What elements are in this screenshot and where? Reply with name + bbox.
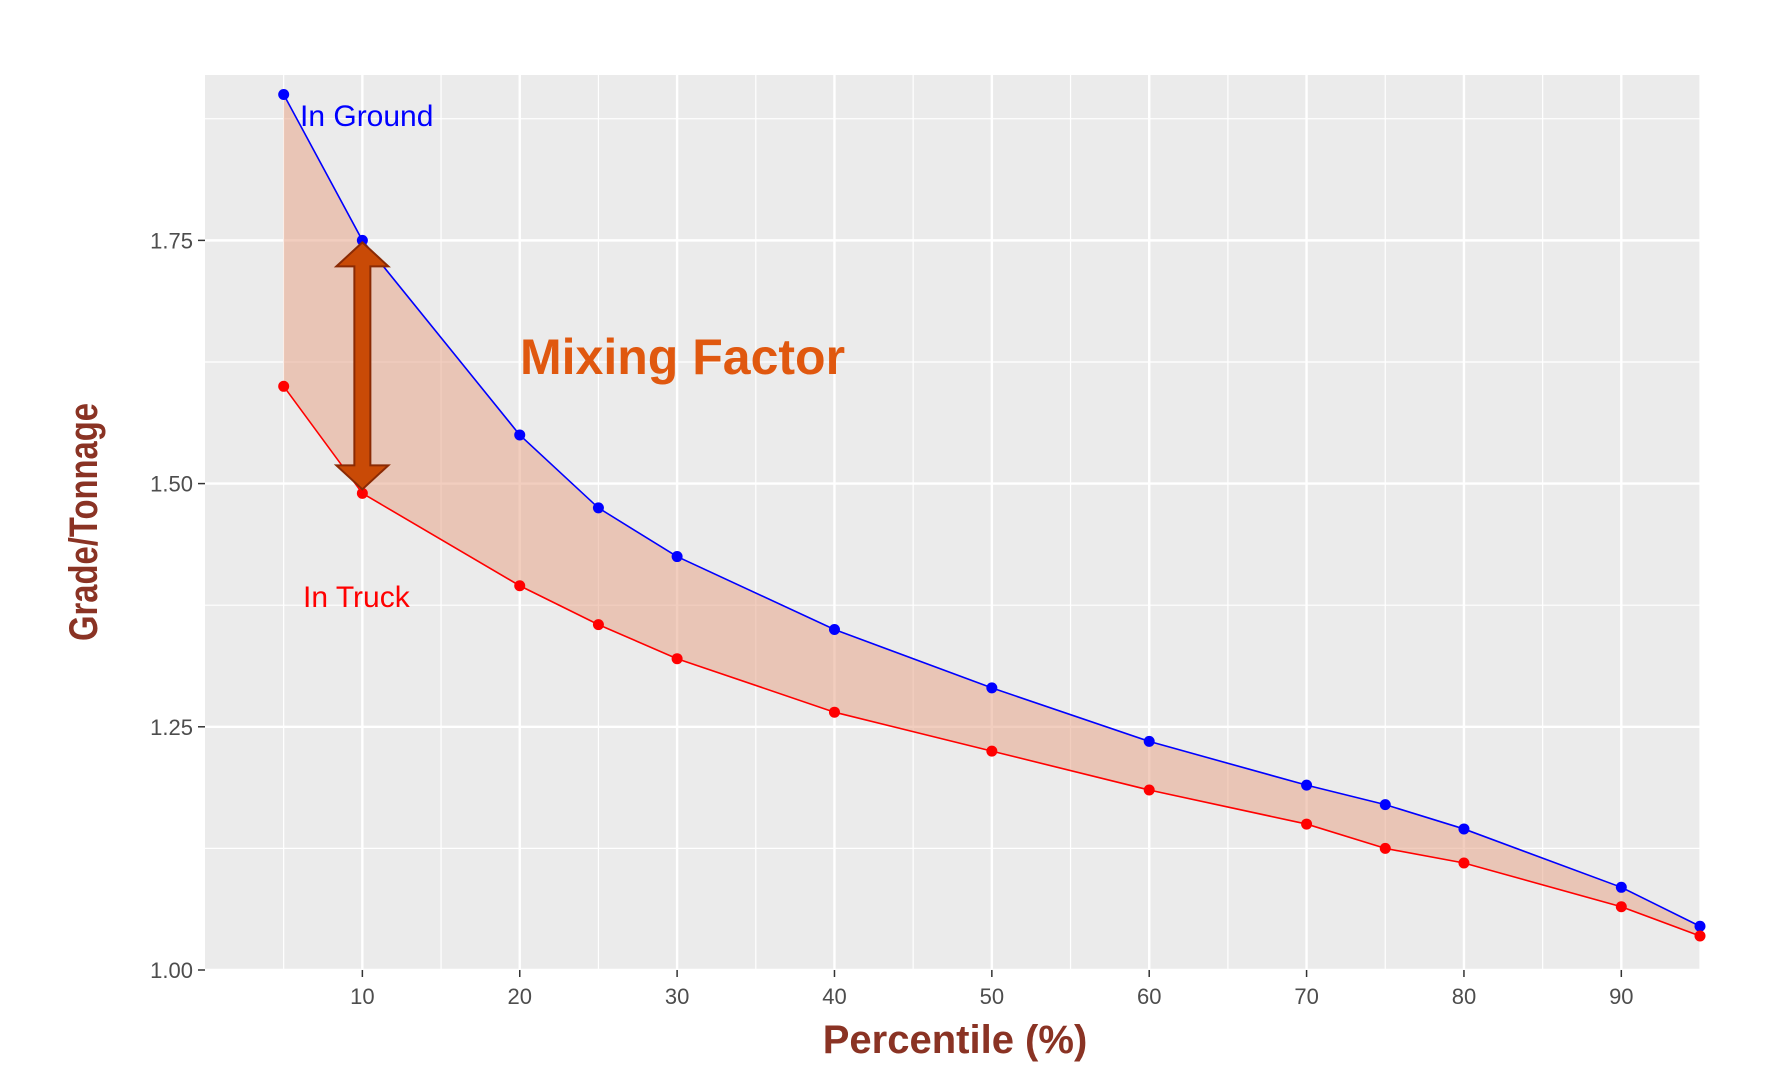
data-point bbox=[1143, 735, 1155, 747]
data-point bbox=[356, 487, 368, 499]
data-point bbox=[592, 502, 604, 514]
data-point bbox=[671, 653, 683, 665]
data-point bbox=[1458, 823, 1470, 835]
mixing-band-area bbox=[283, 94, 1700, 936]
data-point bbox=[986, 682, 998, 694]
data-point bbox=[278, 380, 290, 392]
data-point bbox=[1301, 779, 1313, 791]
data-point bbox=[278, 88, 290, 100]
x-tick-label: 40 bbox=[822, 984, 846, 1009]
x-tick-label: 50 bbox=[980, 984, 1004, 1009]
x-tick-label: 80 bbox=[1452, 984, 1476, 1009]
data-point bbox=[1301, 818, 1313, 830]
x-tick-label: 10 bbox=[350, 984, 374, 1009]
series-label-in-ground: In Ground bbox=[300, 100, 433, 133]
double-arrow bbox=[333, 241, 391, 491]
series-points bbox=[278, 88, 1706, 942]
y-tick-label: 1.00 bbox=[150, 958, 193, 983]
x-axis-title: Percentile (%) bbox=[823, 1018, 1088, 1062]
y-tick-label: 1.25 bbox=[150, 715, 193, 740]
data-point bbox=[828, 706, 840, 718]
series-label-in-truck: In Truck bbox=[303, 581, 411, 614]
data-point bbox=[1379, 842, 1391, 854]
x-tick-label: 60 bbox=[1137, 984, 1161, 1009]
data-point bbox=[1694, 930, 1706, 942]
x-tick-label: 30 bbox=[665, 984, 689, 1009]
x-tick-label: 20 bbox=[507, 984, 531, 1009]
mixing-factor-annotation: Mixing Factor bbox=[520, 329, 845, 385]
x-tick-label: 70 bbox=[1294, 984, 1318, 1009]
y-tick-label: 1.75 bbox=[150, 228, 193, 253]
data-point bbox=[1615, 881, 1627, 893]
mixing-band bbox=[283, 94, 1700, 936]
data-point bbox=[986, 745, 998, 757]
mixing-factor-arrow bbox=[333, 241, 391, 491]
data-point bbox=[1379, 799, 1391, 811]
x-tick-label: 90 bbox=[1609, 984, 1633, 1009]
data-point bbox=[514, 580, 526, 592]
data-point bbox=[592, 619, 604, 631]
data-point bbox=[1458, 857, 1470, 869]
axes: 10 20 30 40 50 60 70 80 90 1.00 1.25 1.50 1.75 bbox=[150, 228, 1633, 1009]
data-point bbox=[356, 234, 368, 246]
y-tick-label: 1.50 bbox=[150, 472, 193, 497]
data-point bbox=[1694, 920, 1706, 932]
data-point bbox=[1143, 784, 1155, 796]
data-point bbox=[671, 551, 683, 563]
y-axis-title: Grade/Tonnage bbox=[61, 403, 106, 641]
data-point bbox=[828, 624, 840, 636]
data-point bbox=[514, 429, 526, 441]
data-point bbox=[1615, 901, 1627, 913]
